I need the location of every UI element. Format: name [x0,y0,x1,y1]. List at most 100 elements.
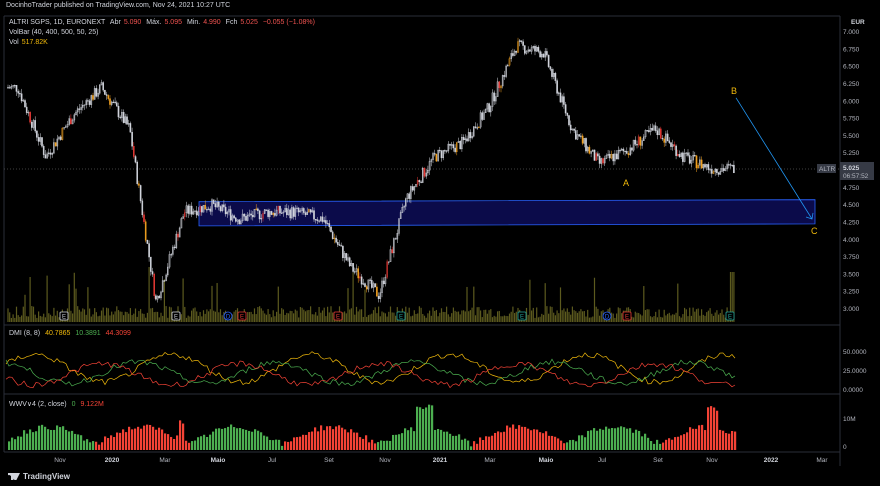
candle-body [377,295,380,299]
low-label: Min. [186,19,201,26]
volume-bar [633,317,635,322]
tradingview-footer[interactable]: TradingView [8,472,70,481]
volume-bar [19,316,21,322]
wwv-bar [56,425,59,450]
candle-body [605,155,608,159]
volume-bar [527,314,529,322]
candle-body [31,122,33,128]
wwv-bar [200,436,203,450]
candle-body [92,95,94,100]
volume-bar [714,312,716,322]
volume-bar [515,311,517,322]
wwv-bar [575,441,578,450]
volume-bar [276,311,278,322]
volume-bar [155,311,157,322]
time-axis[interactable]: Nov 2020 Mar Maio Jul Set Nov 2021 Mar Maio Jul Set… [54,457,828,464]
volume-bar [631,316,633,322]
candle-body [714,168,716,172]
candle-body [556,80,558,94]
wwv-bar [188,442,191,450]
wwv-bar [290,441,293,450]
candle-body [19,93,21,95]
volume-bar [410,316,412,322]
candle-body [41,137,43,147]
volume-bar [168,306,171,322]
wwv-bar [356,432,359,450]
wwv-bar [593,428,596,450]
wwv-bar [71,430,74,450]
candle-body [634,139,637,145]
volume-bar [303,309,305,322]
volume-bar [138,311,140,322]
candle-body [415,184,417,187]
volume-bar [145,317,147,322]
candle-body [29,112,31,123]
di-minus-line [5,360,736,389]
volume-bar [197,315,199,322]
wwv-bar [299,436,302,450]
wwv-bar [134,428,137,450]
candle-body [66,124,69,127]
volume-bar [10,317,12,322]
volume-bar [661,317,664,322]
volume-bar [525,307,528,322]
candle-body [697,164,699,169]
wwv-bar [368,442,371,450]
volume-bar [199,311,201,322]
wwv-bar [251,431,254,450]
candle-body [517,41,519,53]
candle-body [586,146,589,152]
volume-bar [272,310,274,322]
candle-body [155,295,157,300]
price-tick: 6.250 [843,81,860,88]
volume-bar [270,317,273,322]
volume-bar [495,316,497,322]
vol-label: Vol [9,39,19,46]
wwv-bar [32,432,35,450]
volume-bar [318,306,320,322]
candle-body [27,112,30,114]
projection-arrow[interactable] [735,97,814,220]
wwv-bar [203,434,206,450]
volume-bar [165,306,167,322]
event-marker: E [59,311,69,321]
candle-body [93,88,96,100]
candle-body [644,130,647,138]
candle-body [192,211,195,215]
candle-body [700,159,703,169]
candle-body [48,152,50,155]
wwv-bar [158,427,161,450]
candle-body [161,280,164,293]
volume-bar [134,308,137,322]
volume-bar [298,317,300,322]
volume-bar [252,314,254,322]
demand-zone[interactable] [198,199,816,227]
candle-body [126,116,128,125]
volume-bar [724,317,726,322]
event-letter: E [625,315,629,321]
wwv-bar [206,437,209,450]
volume-bar [670,315,672,322]
volume-bar [330,306,332,322]
wwv-bar [311,431,314,450]
candle-body [362,283,365,285]
wwv-bar [230,424,233,450]
candle-body [17,91,20,94]
candle-body [614,153,616,162]
volume-bar [634,311,636,322]
volume-bar [374,307,376,322]
di-plus-line [5,358,736,387]
volume-bar [136,316,138,322]
candle-body [345,253,348,261]
wwv-bar [344,429,347,450]
price-axis[interactable]: 7.000 6.750 6.500 6.250 6.000 5.750 5.500 5.250… [843,29,860,313]
wwv-bar [11,437,14,450]
candle-body [418,180,421,183]
volume-bar [432,307,434,322]
candle-body [175,233,178,249]
wwv-bar [275,439,278,450]
wwv-bar [602,429,605,450]
candle-body [388,261,390,263]
volume-bar [440,308,443,322]
